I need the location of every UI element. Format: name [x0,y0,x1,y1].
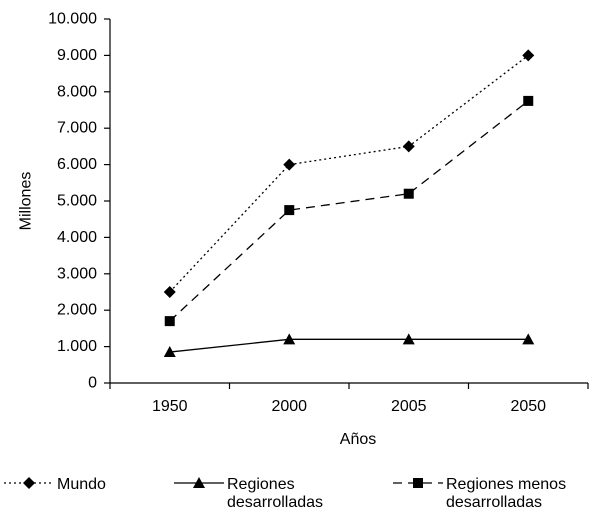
data-point [523,95,534,106]
data-point [522,49,535,62]
y-tick-label: 9.000 [57,47,97,64]
y-tick-label: 8.000 [57,83,97,100]
y-tick-label: 10.000 [48,11,97,28]
y-tick-label: 4.000 [57,229,97,246]
x-tick-label: 1950 [152,398,188,415]
series-3 [164,95,534,327]
series-layer [163,49,535,358]
y-tick-label: 5.000 [57,193,97,210]
series-line [169,338,529,353]
data-point [163,286,176,298]
data-point [402,333,415,345]
x-axis-title: Años [340,431,376,448]
y-axis-ticks: 0 1.000 2.000 3.000 4.000 5.000 6.000 7.000 8.00… [48,11,110,392]
legend-marker [413,478,423,488]
y-axis-title: Millones [18,172,35,231]
legend-label: Regiones menos [446,476,566,493]
data-point [283,333,296,345]
data-point [402,140,415,153]
y-tick-label: 0 [88,375,97,392]
x-tick-label: 2000 [271,398,307,415]
legend-marker [23,477,35,489]
series-line [169,100,529,322]
legend-label: desarrolladas [446,494,542,511]
data-point [164,316,175,327]
data-point [284,205,295,216]
y-tick-label: 2.000 [57,302,97,319]
x-axis-ticks: 1950 2000 2005 2050 [109,383,589,415]
y-tick-label: 6.000 [57,156,97,173]
y-tick-label: 3.000 [57,265,97,282]
series-2 [163,333,535,358]
x-tick-label: 2050 [510,398,546,415]
y-tick-label: 7.000 [57,120,97,137]
legend-item: Mundo [4,476,106,493]
x-tick-label: 2005 [391,398,427,415]
legend-label: desarrolladas [227,494,323,511]
data-point [283,158,296,171]
legend-label: Mundo [57,476,106,493]
legend-marker [193,477,205,488]
chart-axes [109,19,588,384]
series-1 [163,49,535,298]
data-point [163,346,176,358]
series-line [169,54,529,293]
legend-label: Regiones [227,476,295,493]
y-tick-label: 1.000 [57,338,97,355]
data-point [403,188,414,199]
data-point [522,333,535,345]
